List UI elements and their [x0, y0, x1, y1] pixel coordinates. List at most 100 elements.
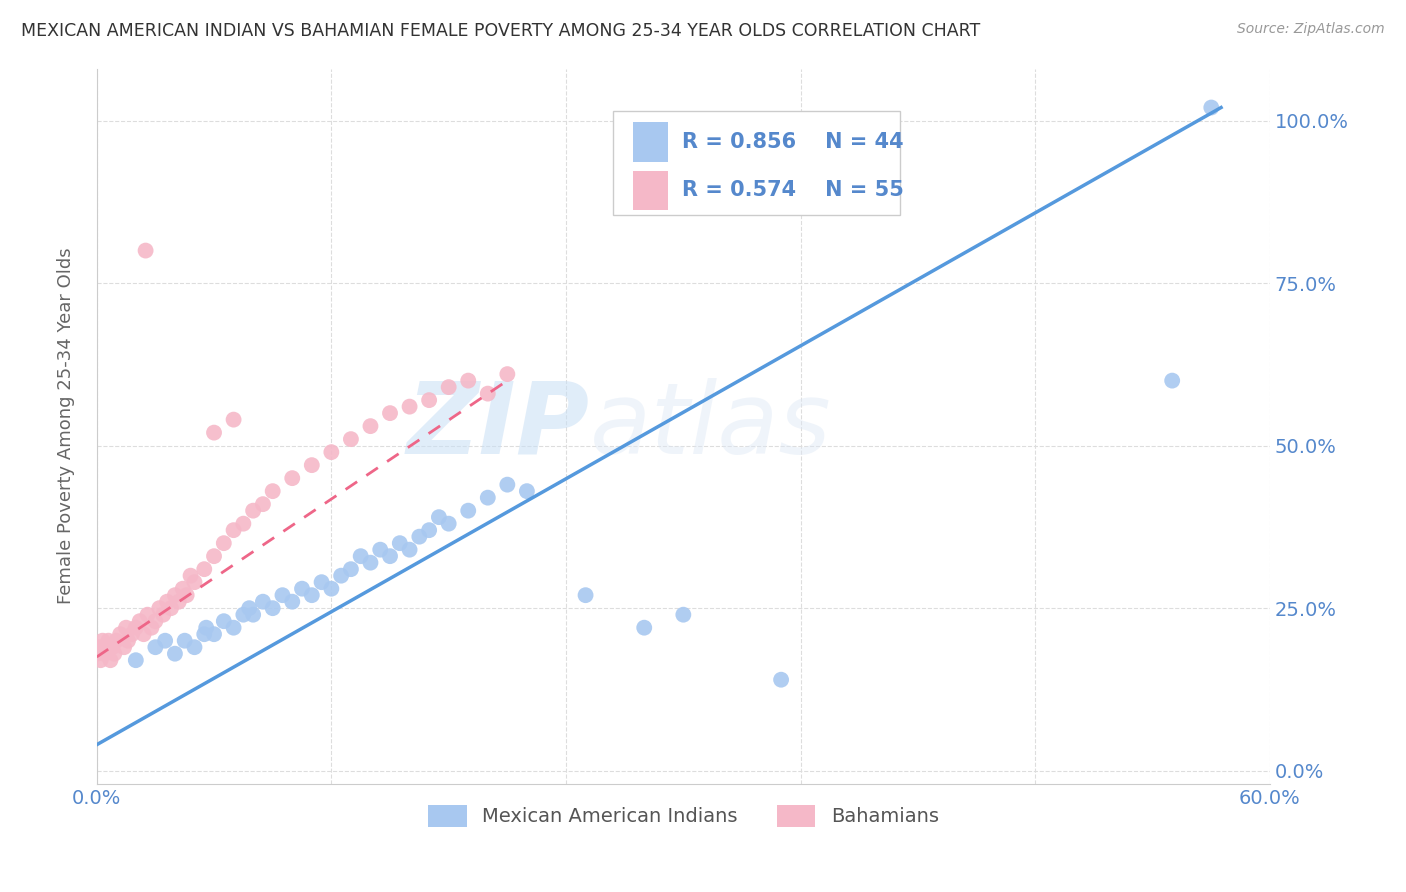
Point: [271, 588, 294, 602]
Point: [117, 633, 139, 648]
Point: [212, 536, 235, 550]
Point: [359, 419, 381, 434]
Point: [173, 633, 195, 648]
Point: [222, 621, 245, 635]
Point: [672, 607, 695, 622]
Point: [232, 607, 254, 622]
Point: [340, 432, 363, 446]
Point: [321, 582, 343, 596]
Point: [232, 516, 254, 531]
Point: [262, 601, 284, 615]
Point: [128, 614, 150, 628]
Point: [125, 653, 148, 667]
Point: [180, 568, 202, 582]
Point: [408, 530, 430, 544]
Point: [97, 633, 120, 648]
Text: Source: ZipAtlas.com: Source: ZipAtlas.com: [1237, 22, 1385, 37]
Point: [1161, 374, 1184, 388]
Point: [202, 425, 225, 440]
Point: [398, 400, 420, 414]
Point: [350, 549, 373, 564]
Point: [132, 627, 155, 641]
Point: [87, 640, 110, 655]
Point: [141, 621, 163, 635]
Point: [496, 367, 519, 381]
Point: [330, 568, 353, 582]
Text: atlas: atlas: [589, 377, 831, 475]
Point: [633, 621, 655, 635]
Text: ZIP: ZIP: [406, 377, 589, 475]
Point: [135, 244, 157, 258]
Point: [281, 471, 304, 485]
Point: [160, 601, 183, 615]
Point: [212, 614, 235, 628]
Point: [91, 633, 114, 648]
Point: [301, 588, 323, 602]
Point: [359, 556, 381, 570]
Point: [222, 523, 245, 537]
Point: [301, 458, 323, 472]
Point: [368, 542, 391, 557]
Point: [172, 582, 194, 596]
Point: [125, 621, 148, 635]
Point: [340, 562, 363, 576]
Point: [496, 477, 519, 491]
Point: [193, 627, 215, 641]
Point: [93, 647, 115, 661]
Point: [516, 484, 538, 499]
Point: [437, 516, 460, 531]
Point: [167, 595, 190, 609]
Point: [222, 412, 245, 426]
Point: [145, 614, 167, 628]
Point: [291, 582, 314, 596]
Point: [388, 536, 411, 550]
Point: [176, 588, 198, 602]
Point: [112, 640, 135, 655]
Point: [311, 575, 333, 590]
Point: [103, 647, 125, 661]
Point: [163, 647, 186, 661]
Point: [437, 380, 460, 394]
Point: [427, 510, 450, 524]
Point: [1201, 101, 1223, 115]
Point: [321, 445, 343, 459]
Point: [136, 607, 159, 622]
Point: [156, 595, 179, 609]
Point: [108, 627, 131, 641]
Point: [101, 640, 124, 655]
Point: [202, 549, 225, 564]
Legend: Mexican American Indians, Bahamians: Mexican American Indians, Bahamians: [420, 797, 946, 835]
Point: [183, 640, 205, 655]
Point: [148, 601, 170, 615]
Point: [477, 386, 499, 401]
Point: [202, 627, 225, 641]
Point: [398, 542, 420, 557]
Point: [193, 562, 215, 576]
Point: [183, 575, 205, 590]
Point: [262, 484, 284, 499]
Point: [152, 607, 174, 622]
Point: [238, 601, 260, 615]
Point: [195, 621, 218, 635]
Point: [96, 640, 118, 655]
Point: [90, 653, 112, 667]
Point: [770, 673, 793, 687]
Bar: [633, 122, 668, 161]
Point: [457, 503, 479, 517]
Point: [418, 523, 440, 537]
FancyBboxPatch shape: [613, 112, 900, 215]
Y-axis label: Female Poverty Among 25-34 Year Olds: Female Poverty Among 25-34 Year Olds: [58, 248, 75, 605]
Point: [145, 640, 167, 655]
Text: R = 0.574    N = 55: R = 0.574 N = 55: [682, 180, 904, 201]
Text: R = 0.856    N = 44: R = 0.856 N = 44: [682, 132, 904, 152]
Point: [105, 633, 128, 648]
Bar: [633, 170, 668, 210]
Point: [121, 627, 143, 641]
Point: [242, 503, 264, 517]
Point: [457, 374, 479, 388]
Point: [281, 595, 304, 609]
Point: [252, 497, 274, 511]
Point: [477, 491, 499, 505]
Text: MEXICAN AMERICAN INDIAN VS BAHAMIAN FEMALE POVERTY AMONG 25-34 YEAR OLDS CORRELA: MEXICAN AMERICAN INDIAN VS BAHAMIAN FEMA…: [21, 22, 980, 40]
Point: [252, 595, 274, 609]
